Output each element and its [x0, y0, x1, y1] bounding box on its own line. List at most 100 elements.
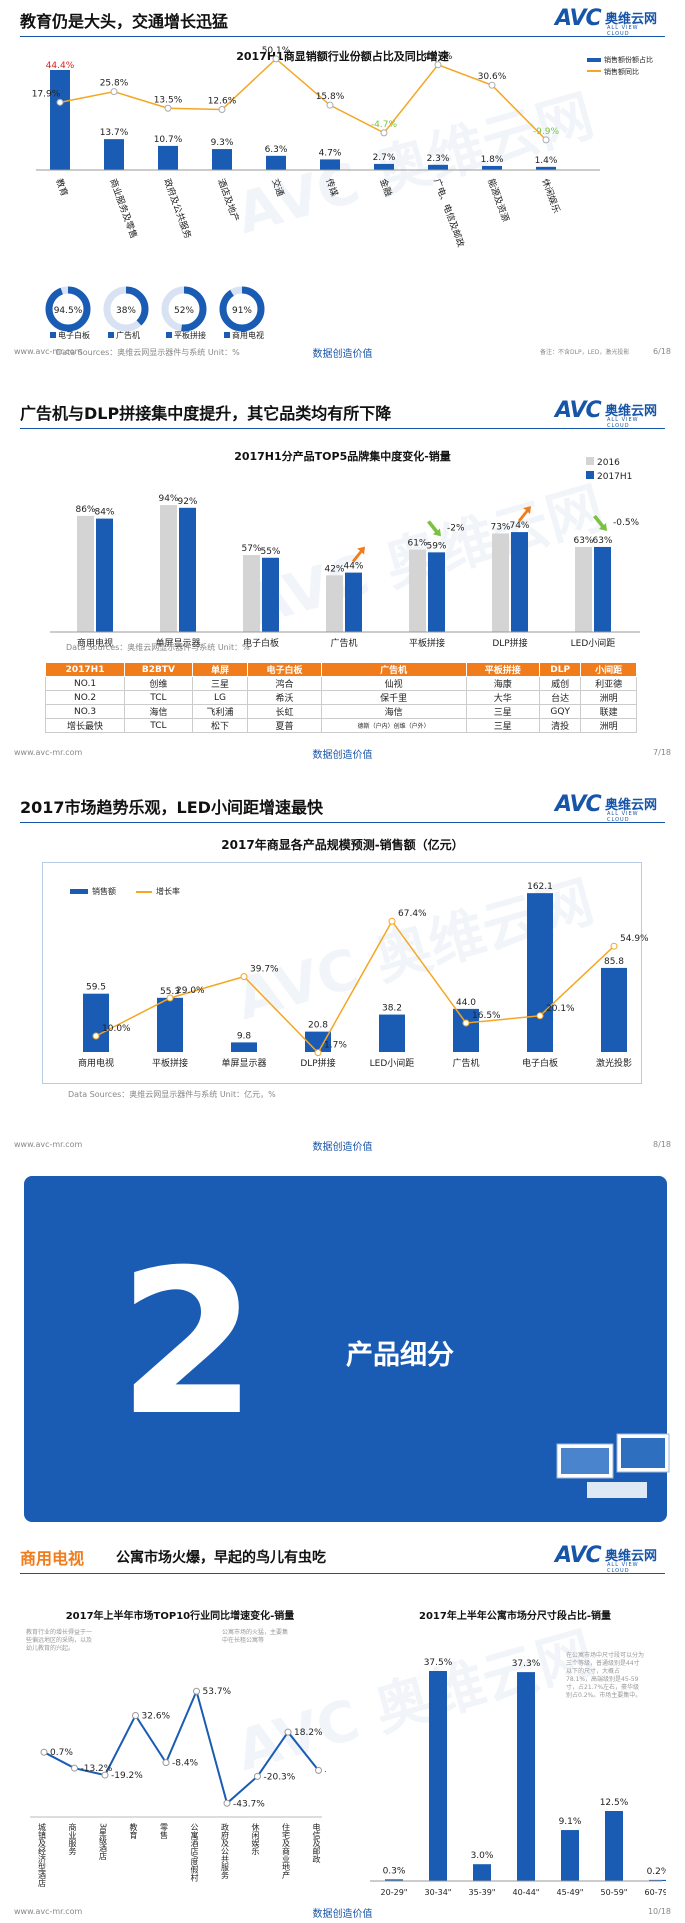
donut-arc	[161, 286, 207, 332]
annotation-size: 在公寓市场中尺寸段可以分为三个等级，普通级别是44寸以下的尺寸，大概占78.1%…	[566, 1652, 645, 1699]
line-value-label: 25.8%	[100, 79, 129, 89]
bar	[649, 1879, 666, 1881]
category-label: 交通	[269, 177, 286, 198]
legend-swatch	[224, 332, 230, 338]
slide-title: 2017市场趋势乐观，LED小间距增速最快	[20, 798, 323, 817]
bar	[158, 145, 178, 170]
legend-label: 电子白板	[58, 330, 90, 340]
bar	[104, 139, 124, 170]
trend-up-arrow	[518, 506, 531, 523]
bar	[157, 997, 183, 1052]
table-header: DLP	[539, 662, 582, 677]
bar	[517, 1672, 535, 1881]
line-value-label: 29.0%	[176, 986, 205, 996]
line-value-label: 17.9%	[32, 89, 61, 99]
bar-value-label: 92%	[177, 497, 197, 507]
category-label: 50-59"	[601, 1888, 628, 1897]
category-label: 城镇及经济型酒店	[38, 1823, 47, 1888]
category-label: LED小间距	[571, 637, 616, 649]
bar-value-label: 42%	[324, 564, 344, 574]
category-label: 广告机	[330, 637, 357, 649]
line-value-label: 67.4%	[398, 909, 427, 919]
category-label: DLP拼接	[492, 637, 527, 649]
table-row: NO.2 TCL LG 希沃 保千里 大华 台达 洲明	[44, 690, 637, 705]
bar-value-label: 0.3%	[383, 1866, 406, 1876]
line-point	[193, 1687, 200, 1695]
bar-value-label: 10.7%	[154, 135, 183, 145]
line-value-label: -15.1%	[325, 1766, 327, 1776]
line-value-label: -20.3%	[264, 1772, 296, 1782]
legend-label: 广告机	[116, 330, 140, 340]
bar-2017h1	[345, 572, 362, 632]
category-label: 零售	[160, 1823, 169, 1840]
apartment-size-chart: 0.3% 20-29" 37.5% 30-34" 3.0% 35-39" 37.3% 40-4…	[370, 1658, 666, 1897]
legend-label: 增长率	[156, 886, 180, 896]
avc-logo: AVC 奥维云网 ALL VIEW CLOUD	[555, 398, 658, 429]
category-label: 教育	[129, 1822, 138, 1840]
slide-section-divider: 2 产品细分	[0, 1176, 685, 1522]
table-cell: NO.1	[44, 676, 126, 691]
bar-2017h1	[428, 552, 445, 632]
legend-swatch	[166, 332, 172, 338]
bar	[527, 893, 553, 1052]
bar	[379, 1014, 405, 1052]
line-point	[223, 1799, 231, 1807]
table-cell: 洲明	[580, 718, 637, 733]
line-value-label: 39.7%	[250, 965, 279, 975]
slide-title: 广告机与DLP拼接集中度提升，其它品类均有所下降	[20, 404, 392, 423]
table-header: 广告机	[320, 662, 467, 677]
line-value-label: 18.2%	[294, 1728, 323, 1738]
category-label: 政府及公共服务	[221, 1822, 230, 1880]
donut-label: 91%	[232, 306, 252, 316]
bar-value-label: 6.3%	[265, 145, 288, 155]
line-point	[388, 917, 396, 925]
bar-value-label: 9.1%	[559, 1817, 582, 1827]
bar	[605, 1811, 623, 1881]
category-label: 35-39"	[469, 1888, 496, 1897]
table-cell: GQY	[539, 704, 582, 719]
table-cell: 夏普	[247, 718, 322, 733]
legend-swatch	[586, 471, 594, 479]
bar-2017h1	[511, 532, 528, 632]
legend-label: 商用电视	[232, 330, 264, 340]
slide-title: 公寓市场火爆，早起的鸟儿有虫吃	[116, 1550, 326, 1566]
table-cell: 德斯（户内）创维（户外）	[320, 718, 467, 733]
line-series	[95, 919, 615, 1054]
legend-swatch	[587, 58, 601, 62]
header-divider	[20, 822, 665, 823]
legend-label: 销售额份额占比	[604, 55, 653, 64]
bar-2016	[326, 575, 343, 632]
bar	[320, 159, 340, 170]
bar	[212, 149, 232, 170]
table-cell: 仙视	[320, 676, 467, 691]
legend-label: 销售额	[92, 886, 116, 896]
market-forecast-chart: 59.5 商用电视 55.3 平板拼接 9.8 单屏显示器 20.8 DLP拼接 38.2 LED…	[70, 882, 649, 1069]
bar-2017h1	[96, 518, 113, 632]
bar-value-label: 9.3%	[211, 138, 234, 148]
line-value-label: 12.6%	[208, 96, 237, 106]
category-label: 商用电视	[77, 637, 113, 649]
bar-value-label: 57%	[241, 544, 261, 554]
category-label: 政府及公共服务	[161, 177, 194, 240]
header-divider	[20, 1573, 665, 1574]
slide-industry-share: AVC 奥维云网 教育仍是大头，交通增长迅猛 AVC 奥维云网 ALL VIEW C…	[0, 0, 685, 363]
category-label: 3星级酒店	[99, 1823, 108, 1861]
category-label: 电子白板	[243, 637, 279, 649]
footer: www.avc-mr.com 数据创造价值 10/18	[14, 1907, 671, 1920]
line-value-label: 32.6%	[142, 1712, 171, 1722]
table-cell: 海信	[124, 704, 193, 719]
table-cell: 联建	[580, 704, 637, 719]
legend-label: 平板拼接	[174, 330, 206, 340]
line-point	[71, 1764, 78, 1772]
table-row: NO.1 创维 三星 鸿合 仙视 海康 威创 利亚德	[44, 676, 637, 691]
bar-2016	[77, 515, 94, 632]
table-header: 电子白板	[247, 662, 322, 677]
bar-value-label: 37.3%	[512, 1659, 541, 1669]
bar-value-label: 1.8%	[481, 155, 504, 165]
category-label: 公寓酒店/度假村	[190, 1823, 199, 1882]
category-label: 电子白板	[522, 1057, 558, 1069]
bar-value-label: 162.1	[527, 882, 553, 892]
bar-value-label: 59.5	[86, 983, 106, 993]
bar-value-label: 20.8	[308, 1021, 328, 1031]
table-cell: NO.3	[44, 704, 126, 719]
